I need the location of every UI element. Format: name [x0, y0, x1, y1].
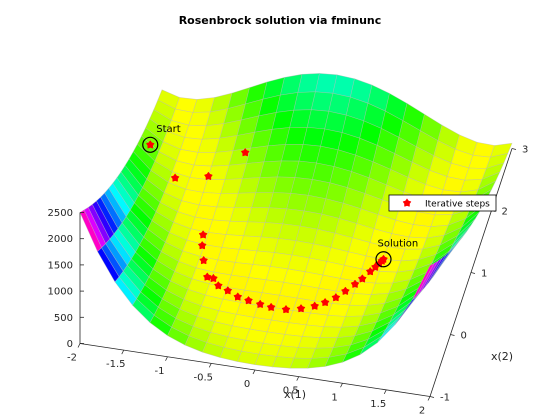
iterative-step-point	[350, 279, 360, 288]
legend-box	[388, 194, 497, 212]
x-tick-mark	[340, 383, 343, 388]
iterative-step-point	[340, 286, 350, 295]
iterative-step-point	[199, 255, 209, 265]
x-axis-label: x(1)	[284, 388, 306, 401]
start-marker-circle	[142, 136, 159, 153]
iterative-step-point	[197, 240, 207, 250]
z-tick-label: 2000	[48, 234, 73, 245]
x-tick-label: 1.5	[370, 399, 386, 410]
x-tick-label: -0.5	[193, 372, 213, 383]
x-tick-mark	[165, 356, 168, 361]
annotations: Start Solution	[142, 124, 419, 268]
y-tick-mark	[511, 148, 517, 150]
x-tick-mark	[208, 363, 212, 368]
iterative-step-point	[145, 140, 155, 149]
iterative-step-point	[266, 302, 276, 312]
legend: Iterative steps	[388, 194, 497, 212]
x-tick-mark	[121, 349, 125, 355]
y-tick-mark	[450, 334, 455, 336]
y-tick-mark	[470, 272, 476, 274]
iterative-step-point	[223, 286, 233, 295]
iterative-step-point	[281, 304, 291, 314]
iterative-step-point	[198, 230, 208, 239]
iterative-step-point	[310, 301, 320, 310]
axes: -2 -1.5 -1 -0.5 0 0.5 1 1.5 2 -1 0 1 2 3 0 500 1000 1500 2…	[48, 145, 529, 417]
solution-annotation: Solution	[378, 238, 419, 249]
x-tick-mark	[296, 376, 300, 381]
y-tick-label: 3	[522, 145, 528, 156]
iterative-step-point	[296, 303, 306, 313]
iterative-step-point	[170, 173, 180, 182]
z-tick-label: 0	[67, 339, 73, 350]
x-tick-label: 0	[244, 379, 250, 390]
z-tick-label: 1500	[48, 260, 73, 271]
iterative-step-point	[203, 171, 213, 181]
y-tick-label: -1	[440, 393, 450, 404]
y-tick-label: 0	[461, 331, 467, 342]
x-tick-mark	[427, 396, 431, 401]
start-annotation: Start	[156, 124, 181, 135]
iterative-step-point	[320, 297, 330, 307]
solution-marker-circle	[375, 251, 392, 268]
iterative-step-point	[331, 292, 341, 302]
z-tick-label: 2500	[48, 208, 73, 219]
surface-patch	[412, 262, 435, 300]
z-tick-label: 500	[54, 313, 73, 324]
iterative-step-point	[208, 273, 218, 283]
surface-mesh	[79, 73, 513, 369]
iterative-step-point	[233, 292, 243, 301]
y-tick-label: 2	[502, 207, 508, 218]
y-tick-label: 1	[481, 269, 487, 280]
legend-entry: Iterative steps	[425, 200, 490, 210]
z-tick-label: 1000	[48, 287, 73, 298]
x-tick-label: -1.5	[106, 359, 126, 370]
iterative-step-point	[255, 299, 265, 309]
x-tick-label: 2	[419, 406, 425, 417]
x-tick-mark	[383, 389, 387, 395]
iterative-step-point	[213, 281, 223, 290]
x-tick-label: -1	[155, 366, 165, 377]
x-tick-label: 0.5	[283, 386, 299, 397]
x-tick-mark	[77, 343, 81, 348]
x-tick-mark	[252, 369, 256, 375]
x-tick-label: 1	[331, 392, 337, 403]
iterative-step-point	[202, 272, 212, 281]
y-axis-label: x(2)	[491, 350, 513, 363]
iterative-step-point	[379, 254, 388, 263]
chart-title: Rosenbrock solution via fminunc	[179, 14, 382, 27]
iterative-step-point	[357, 274, 367, 283]
y-tick-mark	[429, 396, 435, 398]
x-tick-label: -2	[67, 353, 77, 364]
iterative-step-point	[244, 295, 253, 305]
iterative-step-point	[240, 147, 250, 157]
legend-marker	[402, 198, 412, 207]
